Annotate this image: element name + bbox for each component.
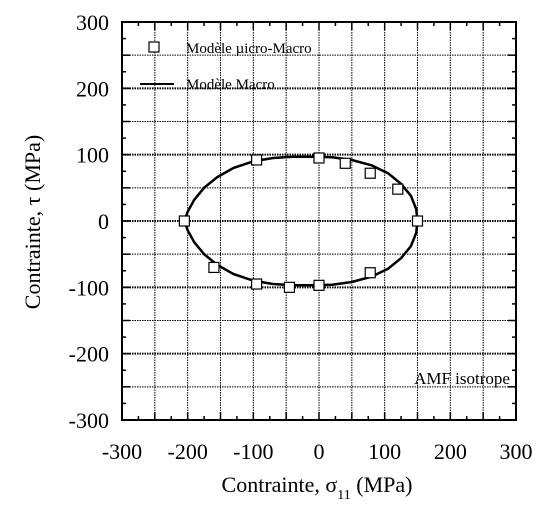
- data-point-marker: [313, 152, 325, 164]
- legend-label-macro: Modèle Macro: [186, 77, 275, 93]
- x-tick-label: -100: [233, 439, 273, 464]
- data-point-marker: [251, 154, 263, 166]
- data-point-marker: [364, 267, 376, 279]
- y-tick-label: 100: [76, 143, 109, 168]
- data-point-marker: [208, 261, 220, 274]
- legend-label-micro-macro: Modèle µicro-Macro: [186, 41, 312, 57]
- x-axis-label: Contrainte, σ11 (MPa): [222, 472, 413, 503]
- y-tick-label: 200: [76, 76, 109, 101]
- data-point-marker: [178, 215, 190, 227]
- x-tick-label: 0: [314, 439, 325, 464]
- y-axis-label: Contrainte, τ (MPa): [20, 135, 45, 309]
- y-tick-label: -200: [69, 342, 109, 367]
- x-tick-label: -200: [168, 439, 208, 464]
- y-tick-label: -100: [69, 275, 109, 300]
- data-point-marker: [283, 281, 296, 293]
- data-point-marker: [251, 278, 263, 290]
- x-tick-label: 300: [500, 439, 533, 464]
- series-micro-macro-markers: [178, 152, 424, 293]
- y-tick-label: -300: [69, 408, 109, 433]
- x-tick-label: -300: [102, 439, 142, 464]
- annotation-text: AMF isotrope: [414, 369, 510, 388]
- data-point-marker: [411, 215, 424, 227]
- data-point-marker: [364, 167, 376, 179]
- data-point-marker: [392, 183, 404, 195]
- y-tick-label: 0: [98, 209, 109, 234]
- data-point-marker: [313, 279, 325, 291]
- x-axis-label-unit: (MPa): [351, 472, 413, 497]
- x-axis-label-subscript: 11: [337, 488, 350, 503]
- y-tick-labels: -300 -200 -100 0 100 200 300: [69, 10, 109, 433]
- grid: [122, 22, 516, 420]
- x-tick-label: 200: [434, 439, 467, 464]
- data-point-marker: [339, 157, 351, 169]
- x-axis-label-main: Contrainte, σ: [222, 472, 338, 497]
- x-tick-label: 100: [368, 439, 401, 464]
- legend: Modèle µicro-Macro Modèle Macro: [140, 41, 312, 93]
- legend-marker-square: [148, 41, 160, 53]
- x-tick-labels: -300 -200 -100 0 100 200 300: [102, 439, 533, 464]
- axis-ticks: [121, 21, 517, 421]
- y-tick-label: 300: [76, 10, 109, 35]
